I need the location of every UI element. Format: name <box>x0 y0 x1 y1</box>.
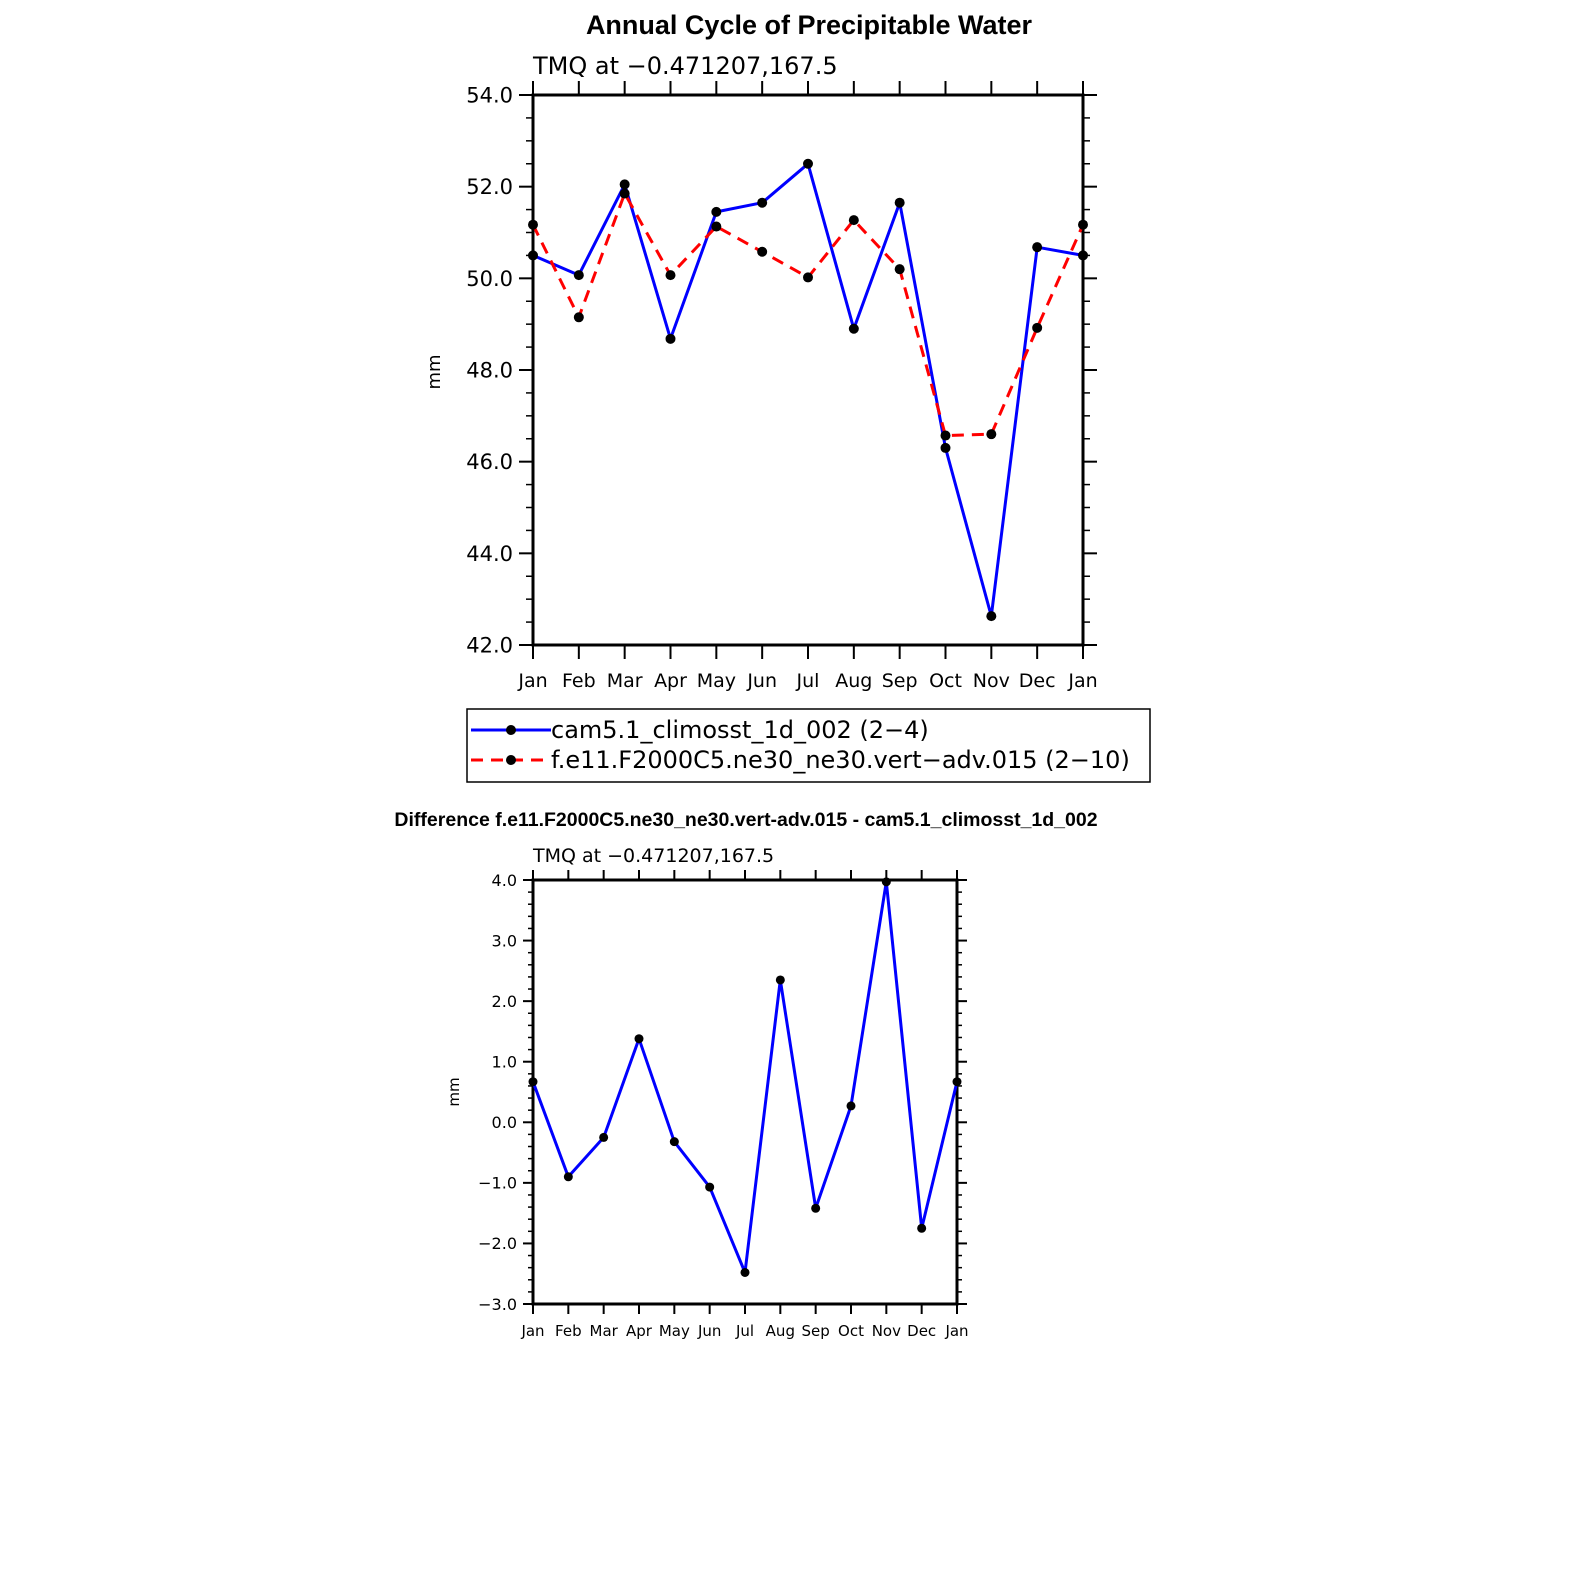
x-tick-label: Feb <box>555 1322 582 1340</box>
series-line-1 <box>531 880 959 1274</box>
y-tick-label: 50.0 <box>466 267 513 291</box>
data-point <box>665 270 676 281</box>
data-point <box>528 219 538 230</box>
y-tick-label: −3.0 <box>478 1295 517 1314</box>
x-tick-label: Jan <box>944 1322 968 1340</box>
x-tick-label: Feb <box>562 670 596 692</box>
data-point <box>1078 219 1088 230</box>
data-point <box>528 250 538 261</box>
data-point <box>952 1077 962 1087</box>
y-tick-label: 42.0 <box>466 634 513 658</box>
x-tick-label: Apr <box>626 1322 653 1340</box>
y-tick-label: −1.0 <box>478 1174 517 1193</box>
main-plot-area: 42.0 44.0 46.0 48.0 50.0 52.0 54.0 Jan Feb Mar Apr… <box>466 81 1098 692</box>
data-point <box>803 158 813 169</box>
data-point <box>848 215 859 226</box>
legend-marker <box>506 725 516 735</box>
data-point <box>665 333 676 344</box>
legend: cam5.1_climosst_1d_002 (2−4)f.e11.F2000C… <box>466 708 1151 783</box>
data-point <box>563 1172 573 1182</box>
x-tick-label: Jul <box>796 670 820 692</box>
x-tick-label: Aug <box>766 1322 795 1340</box>
data-point <box>1078 250 1088 261</box>
data-point <box>573 312 584 323</box>
data-point <box>1032 322 1043 333</box>
x-tick-label: Jan <box>520 1322 544 1340</box>
x-tick-label: Mar <box>590 1322 619 1340</box>
y-tick-label: 2.0 <box>492 992 517 1011</box>
difference-y-axis-label: mm <box>445 1077 463 1106</box>
series-line-2 <box>531 192 1085 437</box>
data-point <box>711 206 722 217</box>
data-point <box>619 179 630 190</box>
y-tick-label: −2.0 <box>478 1234 517 1253</box>
x-tick-label: Nov <box>872 1322 901 1340</box>
data-point <box>917 1223 927 1233</box>
x-tick-label: Apr <box>654 670 687 692</box>
y-tick-label: 44.0 <box>466 542 513 566</box>
legend-entry-2: f.e11.F2000C5.ne30_ne30.vert−adv.015 (2−… <box>551 746 1130 774</box>
x-tick-label: Dec <box>1019 670 1056 692</box>
series-line-1 <box>532 162 1084 618</box>
y-tick-label: 1.0 <box>492 1052 517 1071</box>
x-tick-label: Sep <box>802 1322 830 1340</box>
x-tick-label: Sep <box>882 670 918 692</box>
x-tick-label: Nov <box>973 670 1010 692</box>
chart-subtitle: TMQ at −0.471207,167.5 <box>532 52 838 80</box>
data-point <box>599 1132 609 1142</box>
data-point <box>811 1203 821 1213</box>
x-tick-label: Jan <box>1067 670 1097 692</box>
x-tick-label: May <box>659 1322 690 1340</box>
data-point <box>740 1268 750 1278</box>
x-tick-label: Aug <box>835 670 872 692</box>
data-point <box>881 877 891 887</box>
x-tick-label: Mar <box>607 670 643 692</box>
y-tick-label: 0.0 <box>492 1113 517 1132</box>
legend-entry-1: cam5.1_climosst_1d_002 (2−4) <box>551 716 929 744</box>
y-tick-label: 3.0 <box>492 931 517 950</box>
data-point <box>803 272 813 283</box>
data-point <box>757 246 768 257</box>
data-point <box>940 430 951 441</box>
x-tick-label: May <box>697 670 736 692</box>
x-tick-label: Jun <box>697 1322 721 1340</box>
y-tick-label: 46.0 <box>466 450 513 474</box>
y-tick-label: 52.0 <box>466 175 513 199</box>
data-point <box>634 1034 644 1044</box>
x-tick-label: Jan <box>517 670 547 692</box>
legend-marker <box>506 755 516 765</box>
x-tick-label: Dec <box>907 1322 936 1340</box>
data-point <box>986 611 997 622</box>
x-tick-label: Jun <box>746 670 777 692</box>
y-axis-label: mm <box>424 354 445 389</box>
y-tick-label: 4.0 <box>492 871 517 890</box>
data-point <box>705 1182 715 1192</box>
data-point <box>711 221 722 232</box>
x-tick-label: Oct <box>929 670 962 692</box>
difference-chart-subtitle: TMQ at −0.471207,167.5 <box>532 845 774 867</box>
y-tick-label: 48.0 <box>466 359 513 383</box>
data-point <box>1032 242 1043 253</box>
data-point <box>757 197 768 208</box>
data-point <box>846 1101 856 1111</box>
data-point <box>894 197 905 208</box>
data-point <box>986 429 997 440</box>
data-point <box>848 323 859 334</box>
data-point <box>894 264 905 275</box>
legend-box <box>466 708 1151 783</box>
data-point <box>528 1077 538 1087</box>
x-tick-label: Oct <box>838 1322 864 1340</box>
chart-title: Annual Cycle of Precipitable Water <box>586 10 1033 40</box>
data-point <box>940 442 951 453</box>
data-point <box>775 975 785 985</box>
data-point <box>669 1137 679 1147</box>
plot-frame <box>531 93 1085 647</box>
difference-plot-area: −3.0 −2.0 −1.0 0.0 1.0 2.0 3.0 4.0 Jan Feb Mar Apr M… <box>478 870 969 1340</box>
difference-chart-title: Difference f.e11.F2000C5.ne30_ne30.vert-… <box>394 809 1097 831</box>
data-point <box>573 270 584 281</box>
x-tick-label: Jul <box>735 1322 754 1340</box>
data-point <box>619 188 630 199</box>
y-tick-label: 54.0 <box>466 84 513 108</box>
